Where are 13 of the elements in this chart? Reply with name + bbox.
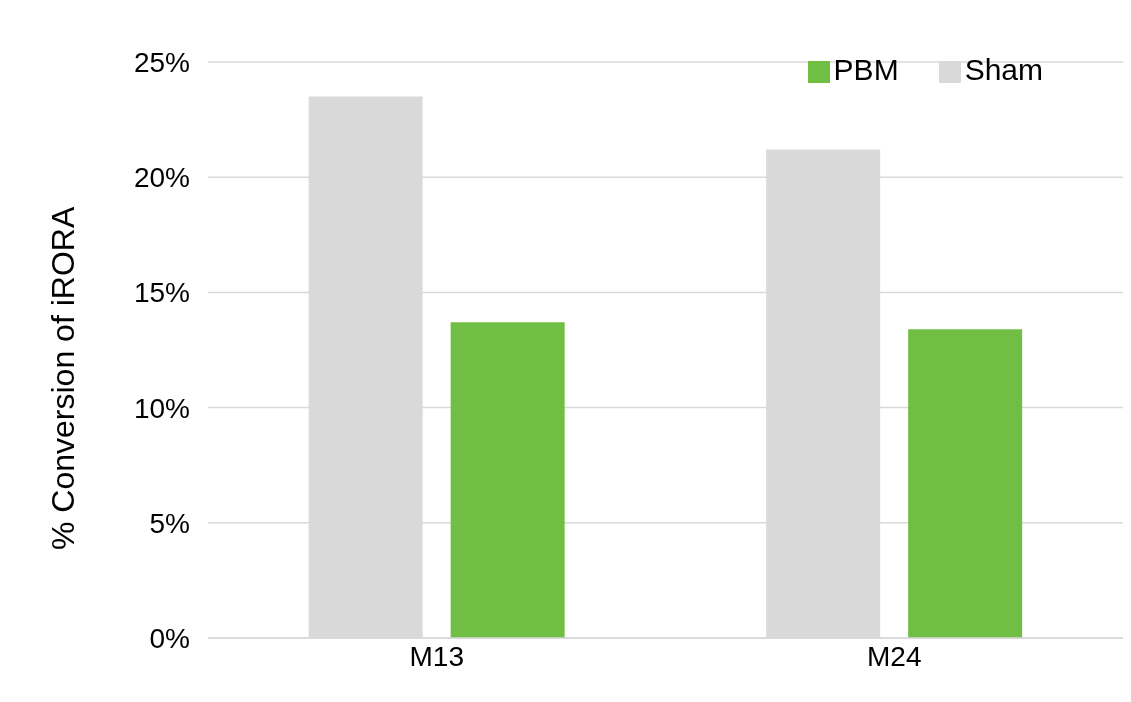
x-tick-label: M24 <box>867 640 922 672</box>
y-tick-label: 10% <box>133 392 190 424</box>
bar <box>450 322 565 638</box>
y-tick-label: 5% <box>149 507 190 539</box>
y-axis-title: % Conversion of iRORA <box>45 206 82 550</box>
x-tick-label: M13 <box>409 640 464 672</box>
legend-label: PBM <box>833 53 899 86</box>
y-tick-label: 25% <box>133 46 190 78</box>
y-tick-label: 20% <box>133 162 190 194</box>
bar <box>908 329 1023 638</box>
legend-label: Sham <box>964 53 1043 86</box>
y-tick-label: 0% <box>149 622 190 654</box>
y-tick-label: 15% <box>133 277 190 309</box>
